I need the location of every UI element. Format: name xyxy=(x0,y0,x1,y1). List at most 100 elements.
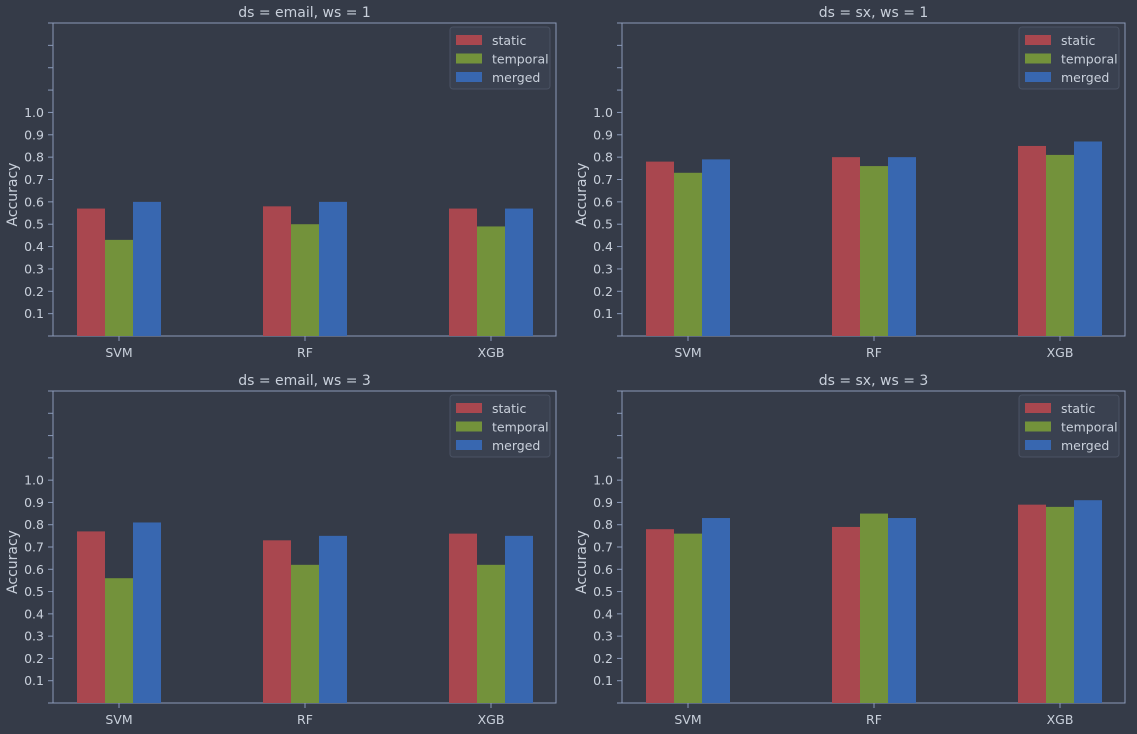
y-tick-label: 0.3 xyxy=(24,629,44,644)
legend-swatch-temporal xyxy=(456,421,482,432)
legend-swatch-static xyxy=(1025,403,1051,413)
bar-merged-svm xyxy=(133,522,161,703)
y-tick-label: 0.2 xyxy=(593,284,613,299)
legend-swatch-merged xyxy=(1025,440,1051,450)
bar-static-xgb xyxy=(1018,504,1046,703)
y-tick-label: 0.3 xyxy=(593,261,613,276)
x-tick-label: XGB xyxy=(478,345,505,360)
y-tick-label: 0.6 xyxy=(24,562,44,577)
bar-static-xgb xyxy=(449,208,477,336)
bar-static-svm xyxy=(77,208,105,336)
y-tick-label: 0.9 xyxy=(24,127,44,142)
x-tick-label: RF xyxy=(297,345,313,360)
y-tick-label: 0.7 xyxy=(593,172,613,187)
y-tick-label: 0.1 xyxy=(24,673,44,688)
y-tick-label: 0.7 xyxy=(593,540,613,555)
chart-panel-2: ds = sx, ws = 1 Accuracy 0.1 0.2 0.3 0.4 0.5 0.… xyxy=(574,5,1126,360)
bar-static-svm xyxy=(646,161,674,336)
y-tick-label: 0.4 xyxy=(24,606,44,621)
x-tick-label: XGB xyxy=(1047,712,1074,727)
legend-label-merged: merged xyxy=(1061,438,1109,453)
bar-static-xgb xyxy=(1018,145,1046,336)
legend: static temporal merged xyxy=(449,26,551,90)
y-tick-label: 0.3 xyxy=(593,629,613,644)
bar-temporal-svm xyxy=(674,533,702,703)
y-tick-label: 0.4 xyxy=(24,239,44,254)
bar-static-xgb xyxy=(449,533,477,703)
bar-merged-xgb xyxy=(1074,141,1102,336)
legend-swatch-merged xyxy=(456,440,482,450)
legend-label-static: static xyxy=(492,401,526,416)
legend-label-merged: merged xyxy=(492,70,540,85)
y-tick-label: 0.7 xyxy=(24,172,44,187)
legend-label-static: static xyxy=(492,33,526,48)
chart-panel-1: ds = email, ws = 1 Accuracy 0.1 0.2 0.3 0.4 0.… xyxy=(5,5,557,360)
y-tick-label: 0.2 xyxy=(593,651,613,666)
y-tick-label: 0.2 xyxy=(24,284,44,299)
y-tick-label: 0.5 xyxy=(593,584,613,599)
bar-static-rf xyxy=(832,526,860,703)
x-tick-label: RF xyxy=(866,345,882,360)
legend: static temporal merged xyxy=(1018,26,1120,90)
y-tick-label: 0.1 xyxy=(593,673,613,688)
y-axis-label: Accuracy xyxy=(574,530,590,594)
bar-temporal-rf xyxy=(860,166,888,336)
legend-label-merged: merged xyxy=(1061,70,1109,85)
legend: static temporal merged xyxy=(1018,394,1120,458)
legend-label-temporal: temporal xyxy=(492,52,549,67)
legend-swatch-static xyxy=(1025,35,1051,45)
y-tick-label: 0.9 xyxy=(24,495,44,510)
legend-label-temporal: temporal xyxy=(492,420,549,435)
bar-temporal-svm xyxy=(105,578,133,703)
bar-temporal-svm xyxy=(105,239,133,336)
y-tick-label: 0.4 xyxy=(593,606,613,621)
bar-temporal-rf xyxy=(291,224,319,336)
bar-static-svm xyxy=(646,529,674,703)
bar-temporal-xgb xyxy=(477,564,505,703)
y-tick-label: 0.3 xyxy=(24,261,44,276)
y-tick-label: 0.6 xyxy=(24,194,44,209)
y-tick-label: 0.5 xyxy=(24,584,44,599)
bar-merged-xgb xyxy=(1074,500,1102,703)
y-tick-label: 0.8 xyxy=(593,150,613,165)
bar-static-rf xyxy=(832,157,860,336)
legend-swatch-temporal xyxy=(1025,421,1051,432)
y-tick-label: 1.0 xyxy=(593,473,613,488)
bar-temporal-svm xyxy=(674,172,702,336)
chart-title: ds = sx, ws = 3 xyxy=(819,373,929,389)
y-tick-label: 0.8 xyxy=(24,150,44,165)
y-tick-label: 0.5 xyxy=(593,217,613,232)
chart-title: ds = sx, ws = 1 xyxy=(819,5,929,21)
y-tick-label: 1.0 xyxy=(593,105,613,120)
y-tick-label: 0.2 xyxy=(24,651,44,666)
bar-merged-svm xyxy=(702,159,730,336)
x-tick-label: SVM xyxy=(674,345,701,360)
x-tick-label: SVM xyxy=(674,712,701,727)
y-tick-label: 0.6 xyxy=(593,194,613,209)
legend-swatch-static xyxy=(456,403,482,413)
chart-title: ds = email, ws = 1 xyxy=(238,5,371,21)
y-tick-label: 0.4 xyxy=(593,239,613,254)
y-tick-label: 0.7 xyxy=(24,540,44,555)
y-tick-label: 0.9 xyxy=(593,127,613,142)
y-tick-label: 0.1 xyxy=(593,306,613,321)
legend-swatch-merged xyxy=(456,72,482,82)
legend-label-static: static xyxy=(1061,33,1095,48)
bar-static-rf xyxy=(263,206,291,336)
bar-merged-rf xyxy=(319,535,347,703)
legend-label-static: static xyxy=(1061,401,1095,416)
y-tick-label: 0.8 xyxy=(24,517,44,532)
x-tick-label: XGB xyxy=(1047,345,1074,360)
bar-static-rf xyxy=(263,540,291,703)
legend-swatch-temporal xyxy=(1025,53,1051,64)
legend-swatch-merged xyxy=(1025,72,1051,82)
legend-label-temporal: temporal xyxy=(1061,52,1118,67)
chart-panel-3: ds = email, ws = 3 Accuracy 0.1 0.2 0.3 0.4 0.… xyxy=(5,373,557,727)
bar-merged-svm xyxy=(702,518,730,703)
bar-temporal-rf xyxy=(860,513,888,703)
x-tick-label: RF xyxy=(866,712,882,727)
bar-merged-rf xyxy=(319,201,347,336)
y-tick-label: 0.6 xyxy=(593,562,613,577)
bar-merged-xgb xyxy=(505,208,533,336)
